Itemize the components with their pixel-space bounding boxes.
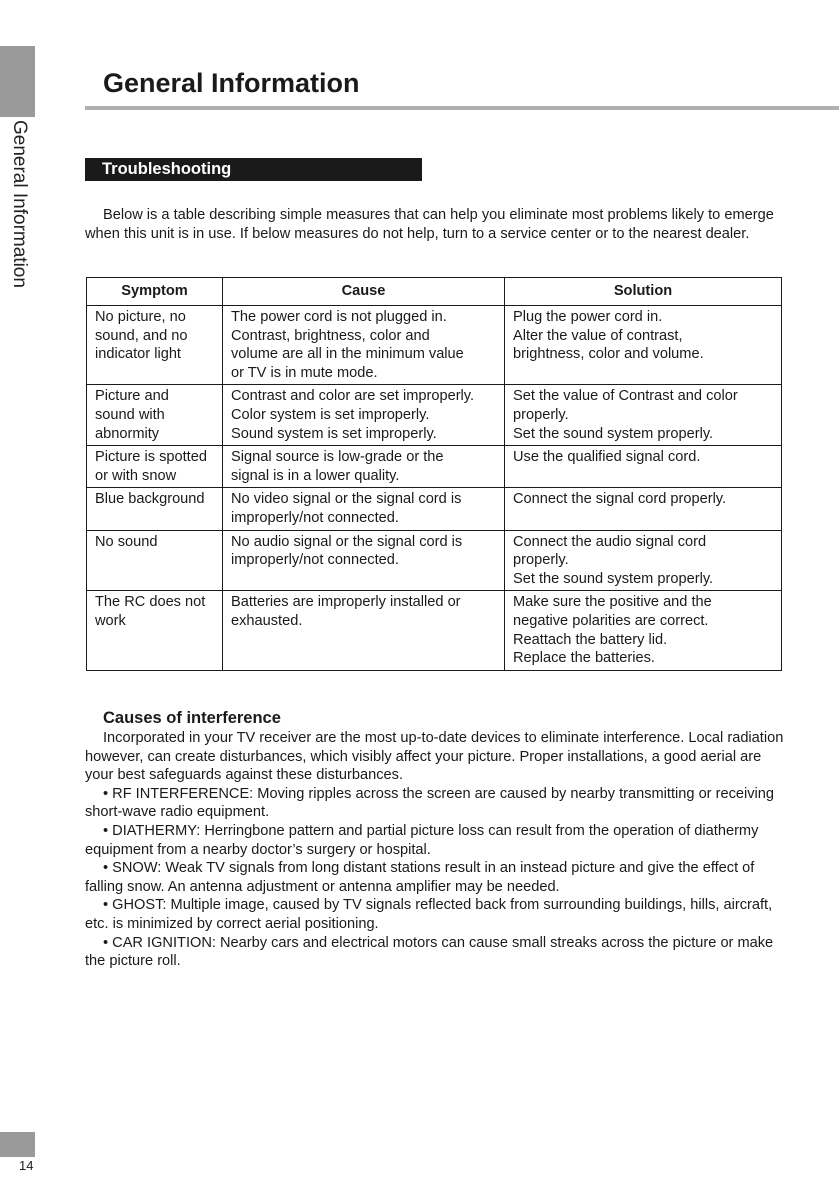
- cell-line: improperly/not connected.: [231, 552, 399, 569]
- cell-line: No audio signal or the signal cord is: [231, 533, 463, 550]
- troubleshooting-table: Symptom Cause Solution No picture, no sou…: [86, 277, 782, 671]
- cell-line: Signal source is low-grade or the: [231, 449, 444, 466]
- cell-symptom: The RC does not work: [86, 590, 223, 671]
- table-row: Blue background No video signal or the si…: [86, 487, 782, 531]
- cell-line: Replace the batteries.: [513, 650, 655, 667]
- cell-line: improperly/not connected.: [231, 509, 399, 526]
- cell-line: volume are all in the minimum value: [231, 346, 464, 363]
- cell-cause: Contrast and color are set improperly. Co…: [222, 384, 505, 447]
- cell-line: Set the sound system properly.: [513, 570, 714, 587]
- cell-line: Connect the signal cord properly.: [513, 491, 727, 508]
- cell-line: Picture and: [95, 388, 169, 405]
- cell-line: sound, and no: [95, 327, 188, 344]
- cell-line: work: [95, 612, 126, 629]
- cell-line: The RC does not: [95, 594, 206, 611]
- cell-line: Reattach the battery lid.: [513, 631, 668, 648]
- cell-line: The power cord is not plugged in.: [231, 309, 447, 325]
- cell-line: sound with: [95, 406, 165, 423]
- cell-line: properly.: [513, 406, 569, 423]
- cell-symptom: Picture and sound with abnormity: [86, 384, 223, 447]
- intro-text: Below is a table describing simple measu…: [85, 207, 774, 242]
- section-heading-bar: Troubleshooting: [85, 158, 422, 181]
- cell-symptom: No picture, no sound, and no indicator lig…: [86, 304, 223, 386]
- cell-line: Plug the power cord in.: [513, 309, 663, 325]
- table-row: The RC does not work Batteries are imprope…: [86, 590, 782, 671]
- cell-solution: Connect the audio signal cord properly. Se…: [504, 529, 782, 592]
- cell-line: or TV is in mute mode.: [231, 364, 378, 381]
- cell-symptom: Blue background: [86, 487, 223, 531]
- cell-line: abnormity: [95, 425, 160, 442]
- cell-line: indicator light: [95, 346, 181, 363]
- section-title: Troubleshooting: [102, 160, 232, 178]
- cell-line: or with snow: [95, 467, 177, 484]
- cell-line: Picture is spotted: [95, 449, 207, 466]
- cell-line: Contrast, brightness, color and: [231, 327, 430, 344]
- causes-paragraph: • SNOW: Weak TV signals from long distan…: [85, 860, 755, 895]
- footer-tab-block: [0, 1132, 35, 1157]
- causes-title: Causes of interference: [103, 709, 281, 727]
- cell-solution: Set the value of Contrast and color prope…: [504, 384, 782, 447]
- header-symptom: Symptom: [86, 277, 223, 306]
- cell-symptom: No sound: [86, 529, 223, 592]
- causes-paragraph: • RF INTERFERENCE: Moving ripples across…: [85, 785, 774, 821]
- table-header-row: Symptom Cause Solution: [86, 277, 782, 306]
- intro-paragraph: Below is a table describing simple measu…: [85, 206, 785, 243]
- cell-line: Sound system is set improperly.: [231, 425, 437, 442]
- sidebar-tab-block: [0, 46, 35, 117]
- cell-solution: Use the qualified signal cord.: [504, 445, 782, 489]
- causes-paragraph: • GHOST: Multiple image, caused by TV si…: [85, 897, 773, 932]
- causes-paragraph: Incorporated in your TV receiver are the…: [85, 730, 784, 784]
- cell-line: No sound: [95, 533, 158, 550]
- causes-section: Causes of interference Incorporated in y…: [85, 708, 785, 971]
- cell-line: Set the value of Contrast and color: [513, 388, 738, 405]
- cell-line: negative polarities are correct.: [513, 612, 709, 629]
- table-row: Picture is spotted or with snow Signal sou…: [86, 445, 782, 489]
- cell-line: Color system is set improperly.: [231, 406, 430, 423]
- sidebar-section-label: General Information: [9, 120, 30, 288]
- cell-solution: Connect the signal cord properly.: [504, 487, 782, 531]
- cell-line: Contrast and color are set improperly.: [231, 388, 475, 405]
- cell-solution: Plug the power cord in. Alter the value o…: [504, 304, 782, 386]
- cell-line: brightness, color and volume.: [513, 346, 704, 363]
- page-number: 14: [19, 1158, 34, 1173]
- cell-line: No picture, no: [95, 309, 186, 325]
- table-row: No sound No audio signal or the signal co…: [86, 529, 782, 592]
- cell-cause: No audio signal or the signal cord is imp…: [222, 529, 505, 592]
- cell-line: Blue background: [95, 491, 205, 508]
- cell-line: properly.: [513, 552, 569, 569]
- cell-solution: Make sure the positive and the negative p…: [504, 590, 782, 671]
- cell-line: Set the sound system properly.: [513, 425, 714, 442]
- cell-line: Alter the value of contrast,: [513, 327, 683, 344]
- header-solution: Solution: [504, 277, 782, 306]
- cell-line: signal is in a lower quality.: [231, 467, 400, 484]
- page-title: General Information: [103, 68, 360, 98]
- cell-cause: The power cord is not plugged in. Contras…: [222, 304, 505, 386]
- cell-cause: No video signal or the signal cord is imp…: [222, 487, 505, 531]
- causes-paragraph: • DIATHERMY: Herringbone pattern and par…: [85, 822, 759, 858]
- cell-line: exhausted.: [231, 612, 303, 629]
- table-row: No picture, no sound, and no indicator lig…: [86, 304, 782, 386]
- cell-line: Use the qualified signal cord.: [513, 449, 701, 466]
- cell-line: No video signal or the signal cord is: [231, 491, 462, 508]
- cell-line: Batteries are improperly installed or: [231, 594, 461, 611]
- title-divider: [85, 106, 839, 110]
- causes-paragraph: • CAR IGNITION: Nearby cars and electric…: [85, 934, 774, 970]
- cell-line: Make sure the positive and the: [513, 594, 712, 611]
- cell-cause: Signal source is low-grade or the signal …: [222, 445, 505, 489]
- cell-cause: Batteries are improperly installed or exh…: [222, 590, 505, 671]
- cell-symptom: Picture is spotted or with snow: [86, 445, 223, 489]
- table-row: Picture and sound with abnormity Contrast a…: [86, 384, 782, 447]
- cell-line: Connect the audio signal cord: [513, 533, 707, 550]
- header-cause: Cause: [222, 277, 505, 306]
